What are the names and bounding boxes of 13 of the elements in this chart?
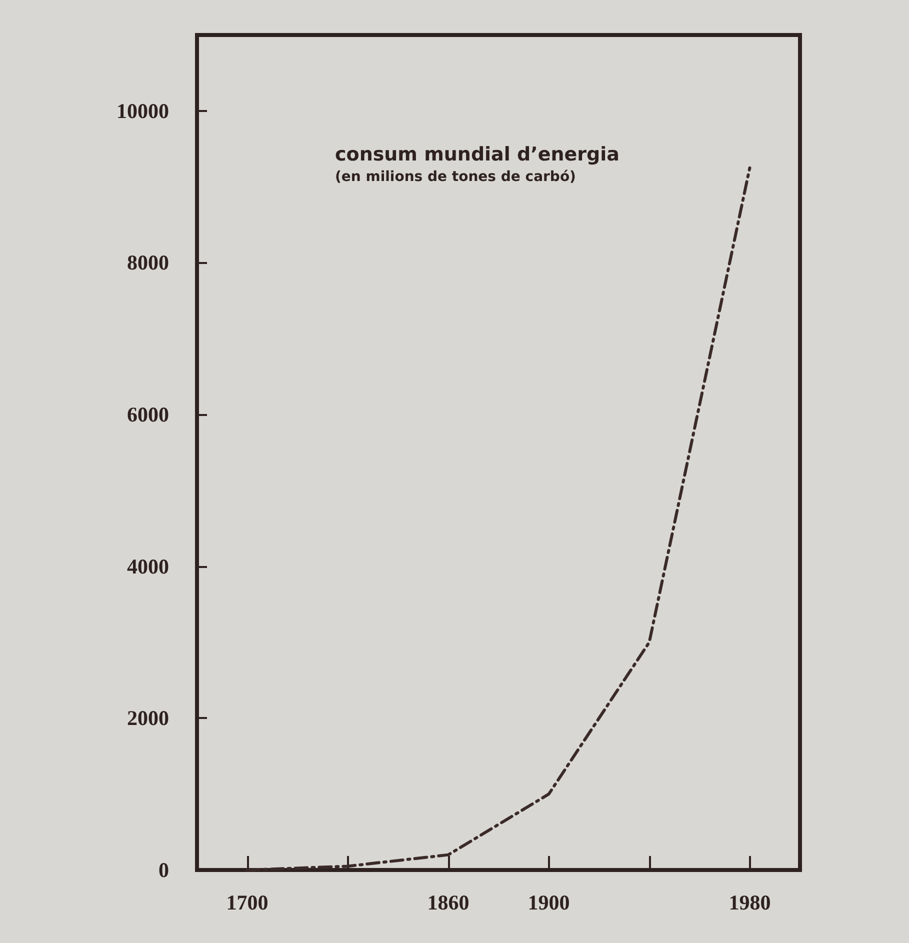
y-tick-label: 0 xyxy=(158,858,169,882)
x-tick-label: 1700 xyxy=(226,890,268,914)
y-tick-label: 6000 xyxy=(127,402,169,427)
line-series xyxy=(246,166,752,872)
y-tick-label: 8000 xyxy=(127,250,169,275)
y-tick-label: 2000 xyxy=(127,706,169,730)
text: (en milions de tones de carbó) xyxy=(335,169,576,185)
y-tick-label: 10000 xyxy=(116,98,169,123)
x-tick-label: 1980 xyxy=(728,890,771,914)
x-tick-label: 1900 xyxy=(528,890,570,914)
y-tick-label: 4000 xyxy=(127,554,169,578)
x-tick-label: 1860 xyxy=(427,890,470,914)
text: consum mundial d’energia xyxy=(335,144,620,166)
